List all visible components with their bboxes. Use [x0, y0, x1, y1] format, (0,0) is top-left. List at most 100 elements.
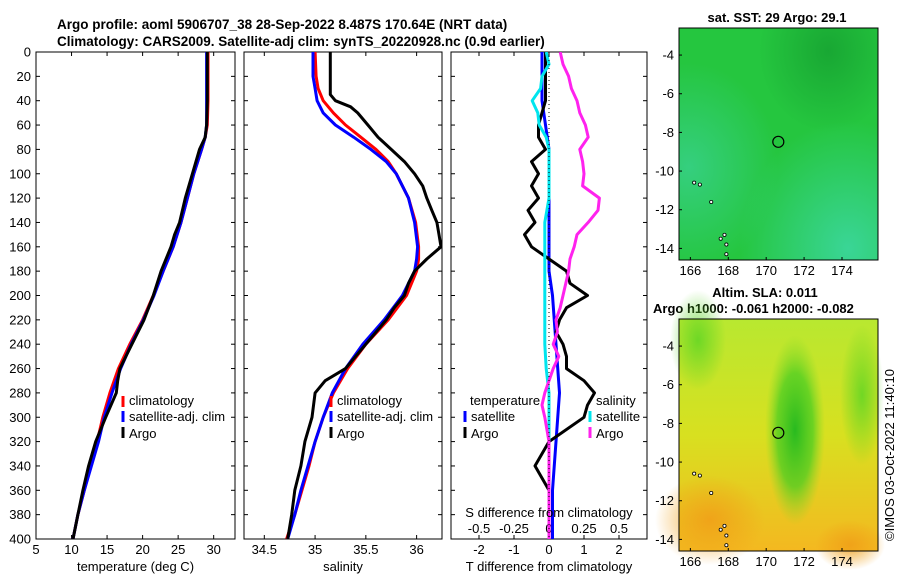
- x-tick-label: 30: [206, 542, 220, 557]
- y-tick-label: 60: [17, 118, 31, 133]
- map-y-tick-label: -4: [662, 339, 674, 354]
- legend-label-climatology: climatology: [129, 393, 195, 408]
- y-tick-label: 220: [9, 312, 31, 327]
- map-x-tick-label: 172: [793, 554, 815, 569]
- map-y-tick-label: -10: [655, 164, 674, 179]
- island: [709, 199, 714, 204]
- y-tick-label: 360: [9, 483, 31, 498]
- sst-map-title: sat. SST: 29 Argo: 29.1: [708, 10, 847, 25]
- map-y-tick-label: -12: [655, 493, 674, 508]
- y-tick-label: 100: [9, 166, 31, 181]
- legend-label-satellite: satellite-adj. clim: [129, 409, 225, 424]
- y-tick-label: 400: [9, 532, 31, 547]
- series-group: [71, 52, 210, 539]
- x-tick-label: 35.5: [353, 542, 378, 557]
- series-line-argo: [71, 52, 209, 539]
- island: [724, 242, 729, 247]
- top-x-tick-label: 0.25: [571, 521, 596, 536]
- x-tick-label: 25: [171, 542, 185, 557]
- island-outlines: [692, 180, 729, 257]
- salinity-panel-frame: [243, 51, 443, 540]
- map-x-tick-label: 172: [793, 263, 815, 278]
- sst-map-frame: [678, 27, 879, 261]
- y-tick-label: 40: [17, 93, 31, 108]
- header-line1: Argo profile: aoml 5906707_38 28-Sep-202…: [57, 17, 507, 32]
- legend-label-argo: Argo: [129, 426, 156, 441]
- x-tick-label: -2: [473, 542, 485, 557]
- map-x-tick-label: 166: [680, 263, 702, 278]
- temperature-xlabel: temperature (deg C): [77, 559, 194, 574]
- map-y-tick-label: -14: [655, 241, 674, 256]
- sst-map-cool-patch-west: [679, 28, 878, 260]
- x-tick-label: 2: [615, 542, 622, 557]
- y-tick-label: 380: [9, 507, 31, 522]
- series-group: [285, 52, 442, 539]
- island: [697, 182, 702, 187]
- legend-title-temperature: temperature: [470, 393, 540, 408]
- island: [692, 180, 697, 185]
- x-tick-label: 36: [409, 542, 423, 557]
- sst-map: [678, 27, 879, 261]
- difference-legend: temperature satellite Argo salinity sate…: [463, 393, 640, 441]
- map-x-tick-label: 170: [755, 554, 777, 569]
- map-y-tick-label: -8: [662, 416, 674, 431]
- series-group: [523, 52, 601, 539]
- series-line-temperature-satellite: [540, 52, 561, 539]
- island-outlines: [692, 471, 729, 548]
- x-tick-label: 20: [135, 542, 149, 557]
- map-y-tick-label: -6: [662, 86, 674, 101]
- top-x-tick-label: -0.5: [468, 521, 490, 536]
- island: [724, 252, 729, 257]
- x-tick-label: 1: [580, 542, 587, 557]
- y-tick-label: 20: [17, 69, 31, 84]
- legend-label-temp-satellite: satellite: [471, 409, 515, 424]
- x-tick-label: -1: [508, 542, 520, 557]
- legend-label-climatology: climatology: [337, 393, 403, 408]
- y-tick-label: 0: [24, 45, 31, 60]
- y-tick-label: 280: [9, 385, 31, 400]
- map-y-tick-label: -10: [655, 455, 674, 470]
- y-tick-label: 80: [17, 142, 31, 157]
- map-x-tick-label: 170: [755, 263, 777, 278]
- map-y-tick-label: -8: [662, 125, 674, 140]
- island: [724, 533, 729, 538]
- sla-map-green-patch-east: [840, 325, 884, 465]
- x-tick-label: 5: [32, 542, 39, 557]
- y-tick-label: 320: [9, 434, 31, 449]
- sla-map-ticks: 166 168 170 172 174 -4 -6 -8 -10 -12 -14: [655, 339, 853, 569]
- map-x-tick-label: 168: [717, 263, 739, 278]
- map-x-tick-label: 166: [680, 554, 702, 569]
- sla-map: [655, 290, 885, 570]
- island: [709, 490, 714, 495]
- y-tick-label: 140: [9, 215, 31, 230]
- x-tick-label: 15: [100, 542, 114, 557]
- axes-ticks: 0204060801001201401601802002202402602803…: [9, 45, 647, 557]
- plot-lines: [71, 52, 601, 539]
- header-line2: Climatology: CARS2009. Satellite-adj cli…: [57, 34, 545, 49]
- sla-map-green-patch-west: [670, 290, 726, 390]
- series-line-satellite-adj-clim: [286, 52, 420, 539]
- y-tick-label: 120: [9, 191, 31, 206]
- series-line-salinity-argo: [540, 52, 601, 539]
- difference-top-label: S difference from climatology: [465, 505, 633, 520]
- x-tick-label: 34.5: [252, 542, 277, 557]
- legend-label-sal-argo: Argo: [596, 426, 623, 441]
- map-y-tick-label: -6: [662, 377, 674, 392]
- sla-map-title-line1: Altim. SLA: 0.011: [712, 285, 817, 300]
- island: [722, 523, 727, 528]
- island: [718, 527, 723, 532]
- map-x-tick-label: 168: [717, 554, 739, 569]
- salinity-legend: climatology satellite-adj. clim Argo: [329, 393, 433, 441]
- y-tick-label: 240: [9, 337, 31, 352]
- x-tick-label: 10: [64, 542, 78, 557]
- legend-label-argo: Argo: [337, 426, 364, 441]
- argo-position-marker: [772, 135, 785, 148]
- legend-label-temp-argo: Argo: [471, 426, 498, 441]
- island: [692, 471, 697, 476]
- top-x-tick-label: -0.25: [499, 521, 529, 536]
- map-x-tick-label: 174: [831, 554, 853, 569]
- y-tick-label: 260: [9, 361, 31, 376]
- difference-xlabel: T difference from climatology: [466, 559, 633, 574]
- legend-label-satellite: satellite-adj. clim: [337, 409, 433, 424]
